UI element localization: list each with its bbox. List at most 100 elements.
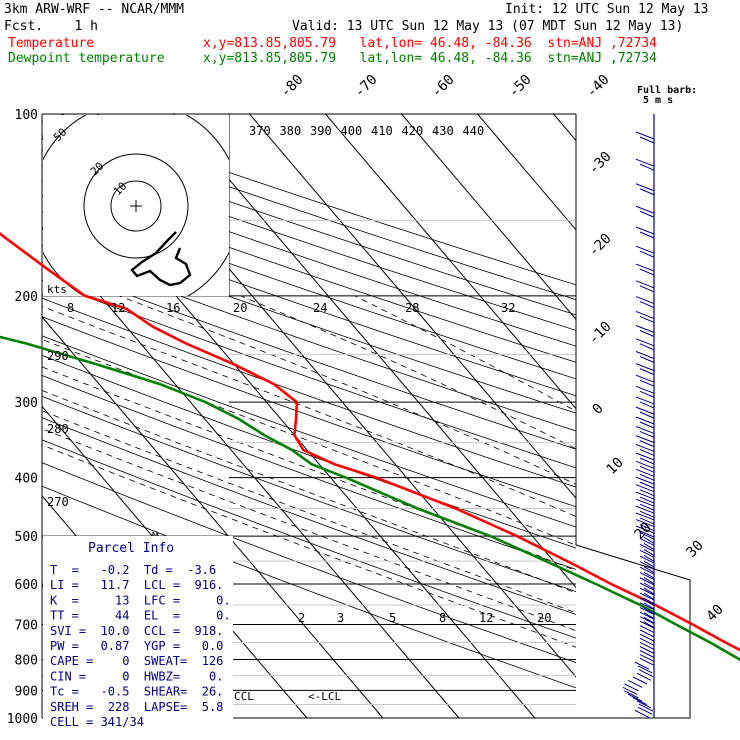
parcel-row: PW = 0.87 YGP = 0.0	[50, 639, 223, 653]
barb-flag	[643, 571, 655, 579]
barb-flag	[634, 661, 650, 670]
barb-flag	[635, 280, 655, 289]
barb-flag	[635, 416, 655, 425]
barb-flag	[639, 629, 655, 638]
parcel-row: TT = 44 EL = 0.	[50, 609, 231, 623]
isotherm	[42, 316, 384, 719]
temperature-tick: -10	[586, 319, 615, 348]
barb-flag	[632, 676, 648, 685]
parcel-row: LI = 11.7 LCL = 916.	[50, 578, 223, 592]
barb-flag	[635, 325, 655, 333]
barb-flag	[639, 657, 655, 666]
parcel-row: CELL = 341/34	[50, 715, 144, 729]
isotherm	[477, 114, 576, 231]
moist-adiabat	[118, 295, 576, 485]
barb-flag	[643, 587, 655, 595]
barb-flag	[643, 536, 655, 544]
barb-label: Full barb:	[637, 85, 697, 96]
pressure-tick: 500	[15, 530, 38, 545]
theta-label: 400	[341, 124, 363, 138]
barb-flag	[635, 263, 655, 272]
temperature-tick: 0	[590, 401, 607, 418]
barb-flag	[639, 489, 655, 497]
barb-flag	[638, 703, 654, 712]
barb-flag	[635, 484, 655, 493]
parcel-row: Tc = -0.5 SHEAR= 26.	[50, 685, 223, 699]
barb-flag	[639, 510, 655, 518]
moist-adiabat	[240, 295, 576, 450]
barb-flag	[643, 566, 655, 574]
barb-flag	[635, 351, 655, 359]
barb-flag	[638, 669, 654, 678]
dry-adiabat	[42, 335, 576, 528]
barb-flag	[639, 611, 655, 620]
mixing-ratio-label: 3	[337, 611, 344, 625]
barb-flag	[643, 621, 655, 629]
barb-flag	[639, 549, 655, 558]
barb-flag	[639, 457, 655, 465]
barb-flag	[639, 582, 655, 591]
barb-flag	[635, 374, 655, 383]
mixing-ratio-line	[611, 584, 740, 718]
isotherm	[401, 114, 576, 321]
barb-flag	[639, 531, 655, 540]
barb-flag	[639, 566, 655, 575]
temperature-tick: -20	[586, 231, 615, 260]
pressure-tick: 300	[15, 396, 38, 411]
barb-flag	[635, 425, 655, 434]
lower-frame	[42, 478, 691, 719]
theta-label: 390	[310, 124, 332, 138]
barb-flag	[639, 268, 655, 276]
theta-label: 380	[280, 124, 302, 138]
barb-flag	[624, 690, 639, 699]
isotherm	[173, 114, 576, 589]
parcel-title: Parcel Info	[88, 541, 174, 556]
barb-flag	[635, 406, 655, 415]
barb-flag	[639, 597, 655, 606]
ccl-label: CCL	[234, 690, 254, 703]
barb-flag	[627, 679, 643, 688]
barb-flag	[639, 544, 655, 552]
barb-flag	[639, 210, 655, 218]
pressure-tick: 800	[15, 653, 38, 668]
pressure-tick: 1000	[7, 712, 38, 727]
barb-flag	[635, 468, 655, 477]
barb-flag	[635, 525, 655, 534]
isotherm	[0, 114, 3, 718]
barb-flag	[639, 616, 655, 625]
barb-flag	[639, 592, 655, 601]
barb-flag	[639, 517, 655, 525]
barb-flag	[639, 503, 655, 511]
barb-flag	[639, 401, 655, 409]
temperature-tick: 10	[604, 455, 627, 478]
barb-flag	[639, 587, 655, 596]
legend-dewpoint: Dewpoint temperature	[8, 51, 165, 66]
barb-flag	[639, 538, 655, 546]
parcel-row: SVI = 10.0 CCL = 918.	[50, 624, 223, 638]
barb-flag	[639, 449, 655, 456]
barb-flag	[635, 226, 655, 235]
barb-flag	[639, 577, 655, 586]
pressure-tick: 100	[15, 108, 38, 123]
barb-flag	[635, 158, 655, 167]
barb-flag	[635, 296, 655, 305]
isotherm	[249, 114, 576, 499]
theta-label: 410	[371, 124, 393, 138]
barb-flag	[639, 231, 655, 239]
isotherm	[553, 114, 576, 142]
mixing-ratio-label: 20	[233, 301, 247, 315]
temperature-tick: -40	[584, 72, 613, 101]
barb-flag	[639, 343, 655, 351]
theta-label: 440	[463, 124, 485, 138]
isotherm	[630, 114, 740, 718]
barb-flag	[624, 683, 639, 692]
barb-flag	[635, 512, 655, 521]
barb-flag	[635, 310, 655, 319]
barb-units: 5 m s	[643, 95, 673, 106]
barb-flag	[635, 131, 655, 140]
hodo-clip	[43, 115, 229, 296]
mixing-ratio-label: 12	[479, 611, 493, 625]
barb-flag	[639, 136, 655, 144]
barb-flag	[639, 641, 655, 650]
